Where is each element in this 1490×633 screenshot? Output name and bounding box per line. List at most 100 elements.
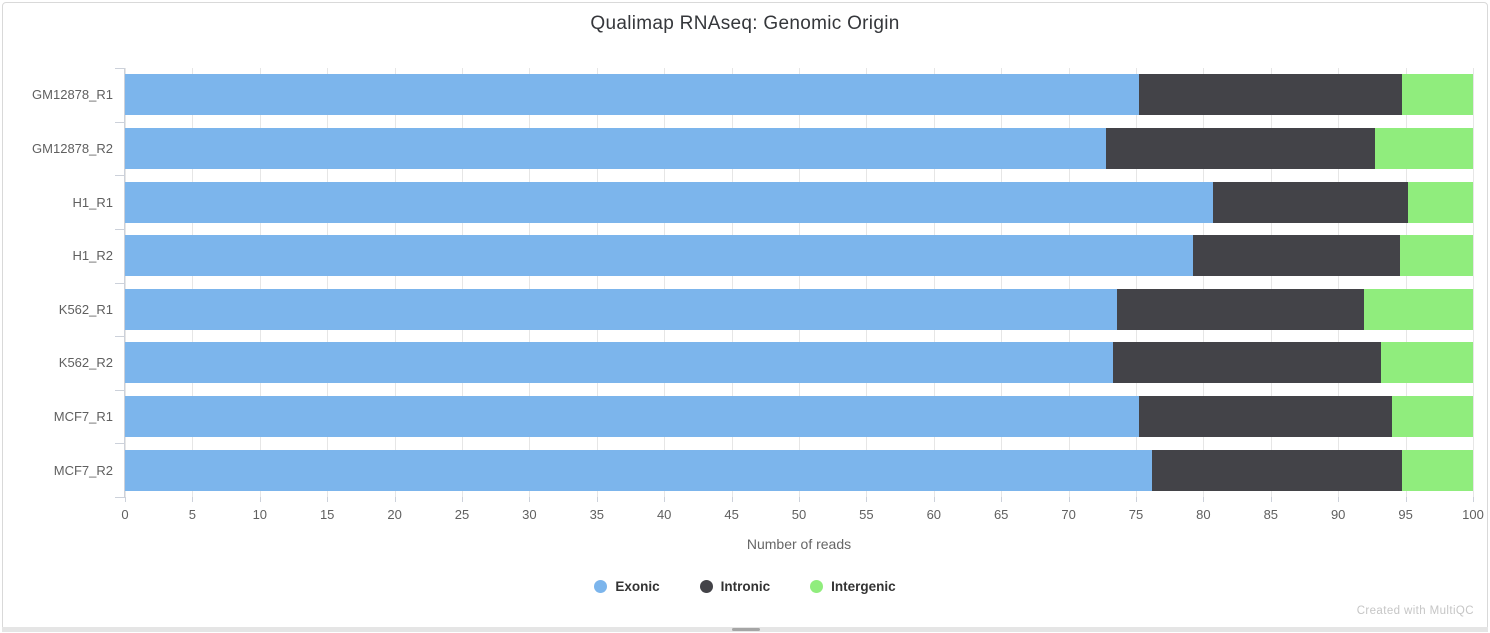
- gridline: [866, 68, 868, 497]
- x-axis-tick-label: 15: [319, 507, 335, 522]
- gridline: [1338, 68, 1340, 497]
- x-axis-tick-label: 55: [859, 507, 874, 522]
- bar-row: [125, 449, 1473, 491]
- bar-segment[interactable]: [1363, 288, 1473, 330]
- watermark: Created with MultiQC: [1356, 605, 1474, 617]
- bar-segment[interactable]: [125, 449, 1153, 491]
- legend-item[interactable]: Exonic: [594, 579, 660, 594]
- bar-segment[interactable]: [1113, 342, 1382, 384]
- x-axis-tick: [1203, 497, 1205, 502]
- x-axis-tick: [596, 497, 598, 502]
- gridline: [1405, 68, 1407, 497]
- x-axis-tick: [1270, 497, 1272, 502]
- gridline: [933, 68, 935, 497]
- x-axis-tick: [799, 497, 800, 502]
- gridline: [731, 68, 733, 497]
- y-axis-tick: [115, 389, 125, 391]
- y-axis-tick: [115, 282, 125, 284]
- y-axis-tick: [115, 121, 125, 123]
- horizontal-scrollbar-track[interactable]: [2, 627, 1488, 632]
- legend-item[interactable]: Intronic: [699, 579, 771, 594]
- bar-segment[interactable]: [125, 342, 1114, 384]
- legend-series-dot-icon: [699, 580, 713, 593]
- bar-segment[interactable]: [125, 181, 1213, 223]
- bar-segment[interactable]: [1381, 342, 1473, 384]
- gridline: [1068, 68, 1070, 497]
- x-axis-tick: [1405, 497, 1407, 502]
- x-axis-tick: [664, 497, 666, 502]
- bar-segment[interactable]: [1138, 396, 1393, 438]
- bar-segment[interactable]: [1392, 396, 1473, 438]
- horizontal-scrollbar-thumb[interactable]: [732, 628, 760, 631]
- y-axis-tick: [115, 336, 125, 338]
- bar-segment[interactable]: [1192, 235, 1401, 277]
- y-axis-tick: [115, 175, 125, 177]
- y-axis-label: H1_R1: [72, 194, 113, 210]
- bar-segment[interactable]: [1117, 288, 1364, 330]
- x-axis-tick: [529, 497, 531, 502]
- x-axis-tick: [327, 497, 329, 502]
- bar-segment[interactable]: [125, 396, 1139, 438]
- x-axis-tick-label: 45: [724, 507, 739, 522]
- y-axis-label: MCF7_R2: [53, 462, 113, 478]
- x-axis-tick: [1001, 497, 1003, 502]
- x-axis-tick: [462, 497, 463, 502]
- bar-row: [125, 74, 1473, 116]
- legend-series-dot-icon: [810, 580, 824, 593]
- x-axis-title: Number of reads: [746, 536, 852, 552]
- x-axis-tick-label: 100: [1462, 507, 1484, 522]
- x-axis-tick: [1136, 497, 1137, 502]
- y-axis-label: GM12878_R2: [32, 140, 113, 156]
- x-axis-tick-label: 10: [252, 507, 268, 522]
- bar-segment[interactable]: [125, 288, 1118, 330]
- y-axis-label: H1_R2: [72, 248, 113, 264]
- y-axis-label: GM12878_R1: [32, 87, 113, 103]
- bar-segment[interactable]: [1212, 181, 1409, 223]
- bar-row: [125, 288, 1473, 330]
- x-axis-tick: [731, 497, 733, 502]
- x-axis-tick: [394, 497, 396, 502]
- bar-segment[interactable]: [1400, 235, 1473, 277]
- bar-segment[interactable]: [1152, 449, 1402, 491]
- gridline: [596, 68, 598, 497]
- bar-segment[interactable]: [1138, 74, 1402, 116]
- x-axis-tick-label: 5: [188, 507, 197, 522]
- x-axis-tick: [866, 497, 868, 502]
- legend-item[interactable]: Intergenic: [810, 579, 896, 594]
- x-axis-tick-label: 0: [121, 507, 129, 522]
- x-axis-tick-label: 65: [993, 507, 1009, 522]
- x-axis-tick: [259, 497, 261, 502]
- bar-segment[interactable]: [1374, 127, 1473, 169]
- y-axis-label: MCF7_R1: [53, 409, 113, 425]
- x-axis-tick-label: 60: [926, 507, 942, 522]
- bar-segment[interactable]: [125, 127, 1107, 169]
- x-axis-tick: [192, 497, 194, 502]
- bar-segment[interactable]: [125, 74, 1139, 116]
- gridline: [394, 68, 396, 497]
- bar-segment[interactable]: [1401, 449, 1473, 491]
- x-axis-tick-label: 90: [1330, 507, 1346, 522]
- bar-segment[interactable]: [1408, 181, 1473, 223]
- bar-row: [125, 181, 1473, 223]
- legend-label: Intergenic: [831, 579, 896, 594]
- bar-segment[interactable]: [1401, 74, 1473, 116]
- x-axis-tick: [1338, 497, 1340, 502]
- gridline: [259, 68, 261, 497]
- y-axis-tick: [115, 497, 125, 498]
- legend-label: Exonic: [615, 579, 660, 594]
- legend: Exonic Intronic Intergenic: [0, 579, 1490, 594]
- legend-series-dot-icon: [594, 580, 608, 593]
- x-axis-tick-label: 35: [589, 507, 605, 522]
- gridline: [529, 68, 531, 497]
- y-axis-label: K562_R1: [58, 301, 113, 317]
- bar-row: [125, 342, 1473, 384]
- y-axis-tick: [115, 68, 125, 69]
- legend-label: Intronic: [720, 579, 771, 594]
- bar-row: [125, 235, 1473, 277]
- bar-row: [125, 127, 1473, 169]
- bar-segment[interactable]: [1106, 127, 1375, 169]
- gridline: [664, 68, 666, 497]
- bar-segment[interactable]: [125, 235, 1193, 277]
- gridline: [799, 68, 800, 497]
